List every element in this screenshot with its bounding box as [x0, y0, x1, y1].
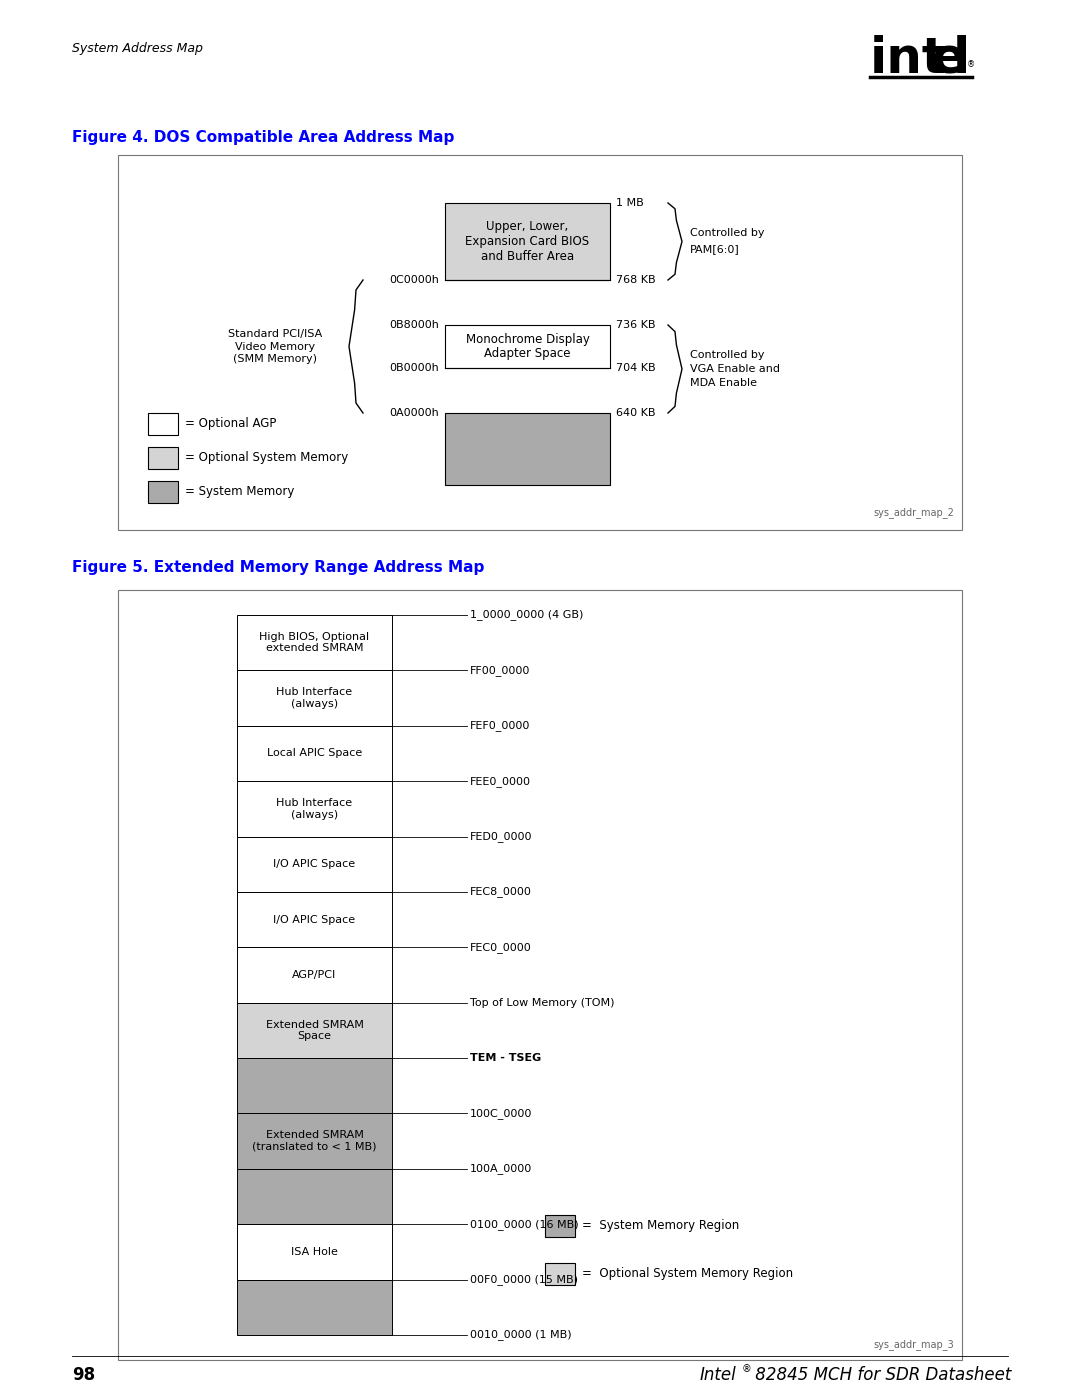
- Text: Monochrome Display
Adapter Space: Monochrome Display Adapter Space: [465, 332, 590, 360]
- Text: VGA Enable and: VGA Enable and: [690, 365, 780, 374]
- Bar: [545, 1215, 575, 1236]
- Text: System Address Map: System Address Map: [72, 42, 203, 54]
- Bar: [237, 891, 392, 947]
- Text: 1_0000_0000 (4 GB): 1_0000_0000 (4 GB): [470, 609, 583, 620]
- Text: e: e: [932, 35, 966, 82]
- Bar: [118, 155, 962, 529]
- Text: Intel: Intel: [700, 1366, 737, 1384]
- Text: FED0_0000: FED0_0000: [470, 831, 532, 842]
- Bar: [237, 781, 392, 837]
- Bar: [148, 481, 178, 503]
- Text: 0A0000h: 0A0000h: [389, 408, 438, 418]
- Text: AGP/PCI: AGP/PCI: [293, 970, 337, 981]
- Bar: [237, 1169, 392, 1224]
- Bar: [148, 447, 178, 469]
- Bar: [237, 1280, 392, 1336]
- Text: Top of Low Memory (TOM): Top of Low Memory (TOM): [470, 997, 615, 1007]
- Text: Controlled by: Controlled by: [690, 228, 765, 237]
- Text: 768 KB: 768 KB: [616, 275, 656, 285]
- Text: 100C_0000: 100C_0000: [470, 1108, 532, 1119]
- Text: Extended SMRAM
Space: Extended SMRAM Space: [266, 1020, 364, 1041]
- Text: (SMM Memory): (SMM Memory): [233, 355, 318, 365]
- Bar: [237, 615, 392, 671]
- Bar: [118, 590, 962, 1361]
- Bar: [445, 326, 610, 367]
- Text: Hub Interface
(always): Hub Interface (always): [276, 687, 352, 708]
- Text: MDA Enable: MDA Enable: [690, 379, 757, 388]
- Text: = Optional AGP: = Optional AGP: [185, 418, 276, 430]
- Text: High BIOS, Optional
extended SMRAM: High BIOS, Optional extended SMRAM: [259, 631, 369, 654]
- Text: Video Memory: Video Memory: [235, 341, 315, 352]
- Text: FEF0_0000: FEF0_0000: [470, 721, 530, 731]
- Text: = System Memory: = System Memory: [185, 486, 295, 499]
- Text: Local APIC Space: Local APIC Space: [267, 749, 362, 759]
- Bar: [237, 1003, 392, 1058]
- Text: =  Optional System Memory Region: = Optional System Memory Region: [582, 1267, 793, 1281]
- Bar: [237, 1058, 392, 1113]
- Text: ISA Hole: ISA Hole: [292, 1248, 338, 1257]
- Bar: [237, 1113, 392, 1169]
- Bar: [545, 1263, 575, 1285]
- Text: 0B8000h: 0B8000h: [389, 320, 438, 330]
- Text: Upper, Lower,
Expansion Card BIOS
and Buffer Area: Upper, Lower, Expansion Card BIOS and Bu…: [465, 219, 590, 263]
- Bar: [148, 414, 178, 434]
- Text: FEE0_0000: FEE0_0000: [470, 775, 531, 787]
- Text: 98: 98: [72, 1366, 95, 1384]
- Bar: [237, 837, 392, 891]
- Text: Figure 5. Extended Memory Range Address Map: Figure 5. Extended Memory Range Address …: [72, 560, 484, 576]
- Text: 0100_0000 (16 MB): 0100_0000 (16 MB): [470, 1218, 579, 1229]
- Text: Extended SMRAM
(translated to < 1 MB): Extended SMRAM (translated to < 1 MB): [253, 1130, 377, 1153]
- Text: 736 KB: 736 KB: [616, 320, 656, 330]
- Bar: [237, 1224, 392, 1280]
- Text: = Optional System Memory: = Optional System Memory: [185, 451, 348, 464]
- Text: Hub Interface
(always): Hub Interface (always): [276, 798, 352, 820]
- Text: 1 MB: 1 MB: [616, 198, 644, 208]
- Text: 0B0000h: 0B0000h: [389, 363, 438, 373]
- Text: FEC8_0000: FEC8_0000: [470, 887, 531, 897]
- Text: I/O APIC Space: I/O APIC Space: [273, 915, 355, 925]
- Text: 640 KB: 640 KB: [616, 408, 656, 418]
- Text: 00F0_0000 (15 MB): 00F0_0000 (15 MB): [470, 1274, 578, 1285]
- Text: TEM - TSEG: TEM - TSEG: [470, 1053, 541, 1063]
- Bar: [237, 947, 392, 1003]
- Text: sys_addr_map_2: sys_addr_map_2: [873, 507, 954, 518]
- Text: PAM[6:0]: PAM[6:0]: [690, 244, 740, 254]
- Text: Controlled by: Controlled by: [690, 351, 765, 360]
- Bar: [445, 414, 610, 485]
- Bar: [237, 726, 392, 781]
- Text: 704 KB: 704 KB: [616, 363, 656, 373]
- Text: ®: ®: [742, 1363, 752, 1375]
- Text: =  System Memory Region: = System Memory Region: [582, 1220, 739, 1232]
- Text: ®: ®: [967, 60, 975, 70]
- Text: 0C0000h: 0C0000h: [389, 275, 438, 285]
- Text: FEC0_0000: FEC0_0000: [470, 942, 531, 953]
- Text: I/O APIC Space: I/O APIC Space: [273, 859, 355, 869]
- Bar: [237, 671, 392, 726]
- Text: Standard PCI/ISA: Standard PCI/ISA: [228, 328, 322, 338]
- Text: 82845 MCH for SDR Datasheet: 82845 MCH for SDR Datasheet: [750, 1366, 1011, 1384]
- Text: sys_addr_map_3: sys_addr_map_3: [874, 1340, 954, 1350]
- Text: Figure 4. DOS Compatible Area Address Map: Figure 4. DOS Compatible Area Address Ma…: [72, 130, 455, 145]
- Text: l: l: [953, 35, 970, 82]
- Text: int: int: [870, 35, 947, 82]
- Text: FF00_0000: FF00_0000: [470, 665, 530, 676]
- Bar: [445, 203, 610, 279]
- Text: 0010_0000 (1 MB): 0010_0000 (1 MB): [470, 1330, 571, 1341]
- Text: 100A_0000: 100A_0000: [470, 1164, 532, 1175]
